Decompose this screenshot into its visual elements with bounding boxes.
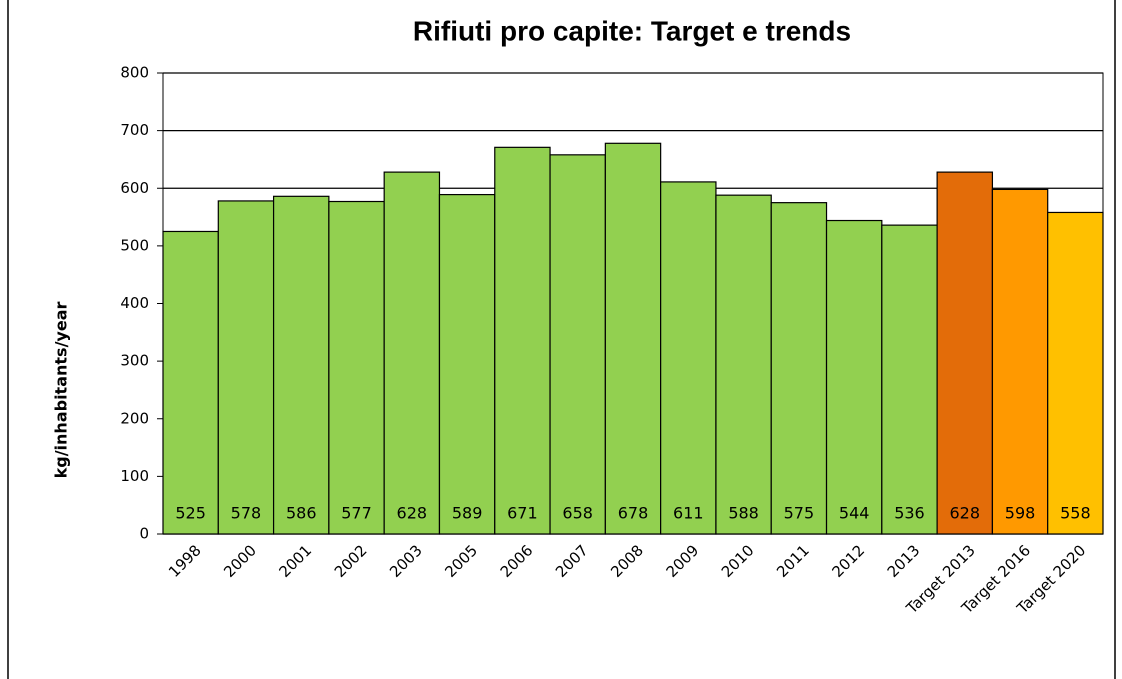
x-tick-label: 2009 <box>663 541 703 581</box>
value-label: 536 <box>894 504 925 523</box>
bar <box>549 154 606 535</box>
value-label: 588 <box>728 504 759 523</box>
x-tick-label: 2008 <box>607 541 647 581</box>
value-label: 678 <box>618 504 649 523</box>
bar <box>494 146 551 535</box>
x-tick-label: 2003 <box>386 541 426 581</box>
bar <box>991 188 1049 535</box>
value-label: 628 <box>397 504 428 523</box>
x-tick-label: 2012 <box>828 541 868 581</box>
x-tick-label: 2000 <box>220 541 260 581</box>
x-tick-label: 2013 <box>884 541 924 581</box>
bar <box>881 224 938 535</box>
bar <box>660 181 717 535</box>
x-tick-label: 2006 <box>497 541 537 581</box>
chart-title: Rifiuti pro capite: Target e trends <box>413 15 851 46</box>
bar <box>770 202 828 535</box>
bar <box>715 194 772 535</box>
y-tick-label: 700 <box>120 121 149 139</box>
y-tick-label: 800 <box>120 64 149 82</box>
y-axis-label: kg/inhabitants/year <box>52 302 71 479</box>
value-label: 671 <box>507 504 538 523</box>
bar <box>328 200 385 535</box>
bar <box>272 195 330 535</box>
value-label: 575 <box>784 504 815 523</box>
x-tick-label: 2011 <box>773 541 813 581</box>
bar <box>383 171 441 535</box>
x-tick-label: 2002 <box>331 541 371 581</box>
bar <box>162 230 219 535</box>
y-tick-label: 500 <box>120 236 149 254</box>
value-label: 589 <box>452 504 483 523</box>
x-tick-label: 2007 <box>552 541 592 581</box>
frame <box>7 0 1116 679</box>
bar <box>1047 211 1104 535</box>
value-label: 658 <box>562 504 593 523</box>
x-tick-label: 2001 <box>276 541 316 581</box>
value-label: 628 <box>949 504 980 523</box>
value-label: 598 <box>1005 504 1036 523</box>
bar <box>825 219 883 535</box>
x-tick-label: 2005 <box>441 541 481 581</box>
y-tick-label: 600 <box>120 179 149 197</box>
value-label: 525 <box>175 504 206 523</box>
value-label: 578 <box>231 504 262 523</box>
value-label: 558 <box>1060 504 1091 523</box>
bar <box>604 142 662 535</box>
y-tick-label: 0 <box>139 525 149 543</box>
y-tick-label: 200 <box>120 409 149 427</box>
value-label: 586 <box>286 504 317 523</box>
y-tick-label: 400 <box>120 294 149 312</box>
bar <box>217 200 275 535</box>
x-tick-label: 1998 <box>165 541 205 581</box>
y-tick-label: 300 <box>120 352 149 370</box>
bar <box>936 171 994 535</box>
bar <box>438 193 496 535</box>
x-tick-label: 2010 <box>718 541 758 581</box>
value-label: 577 <box>341 504 372 523</box>
value-label: 611 <box>673 504 704 523</box>
y-tick-label: 100 <box>120 467 149 485</box>
value-label: 544 <box>839 504 870 523</box>
